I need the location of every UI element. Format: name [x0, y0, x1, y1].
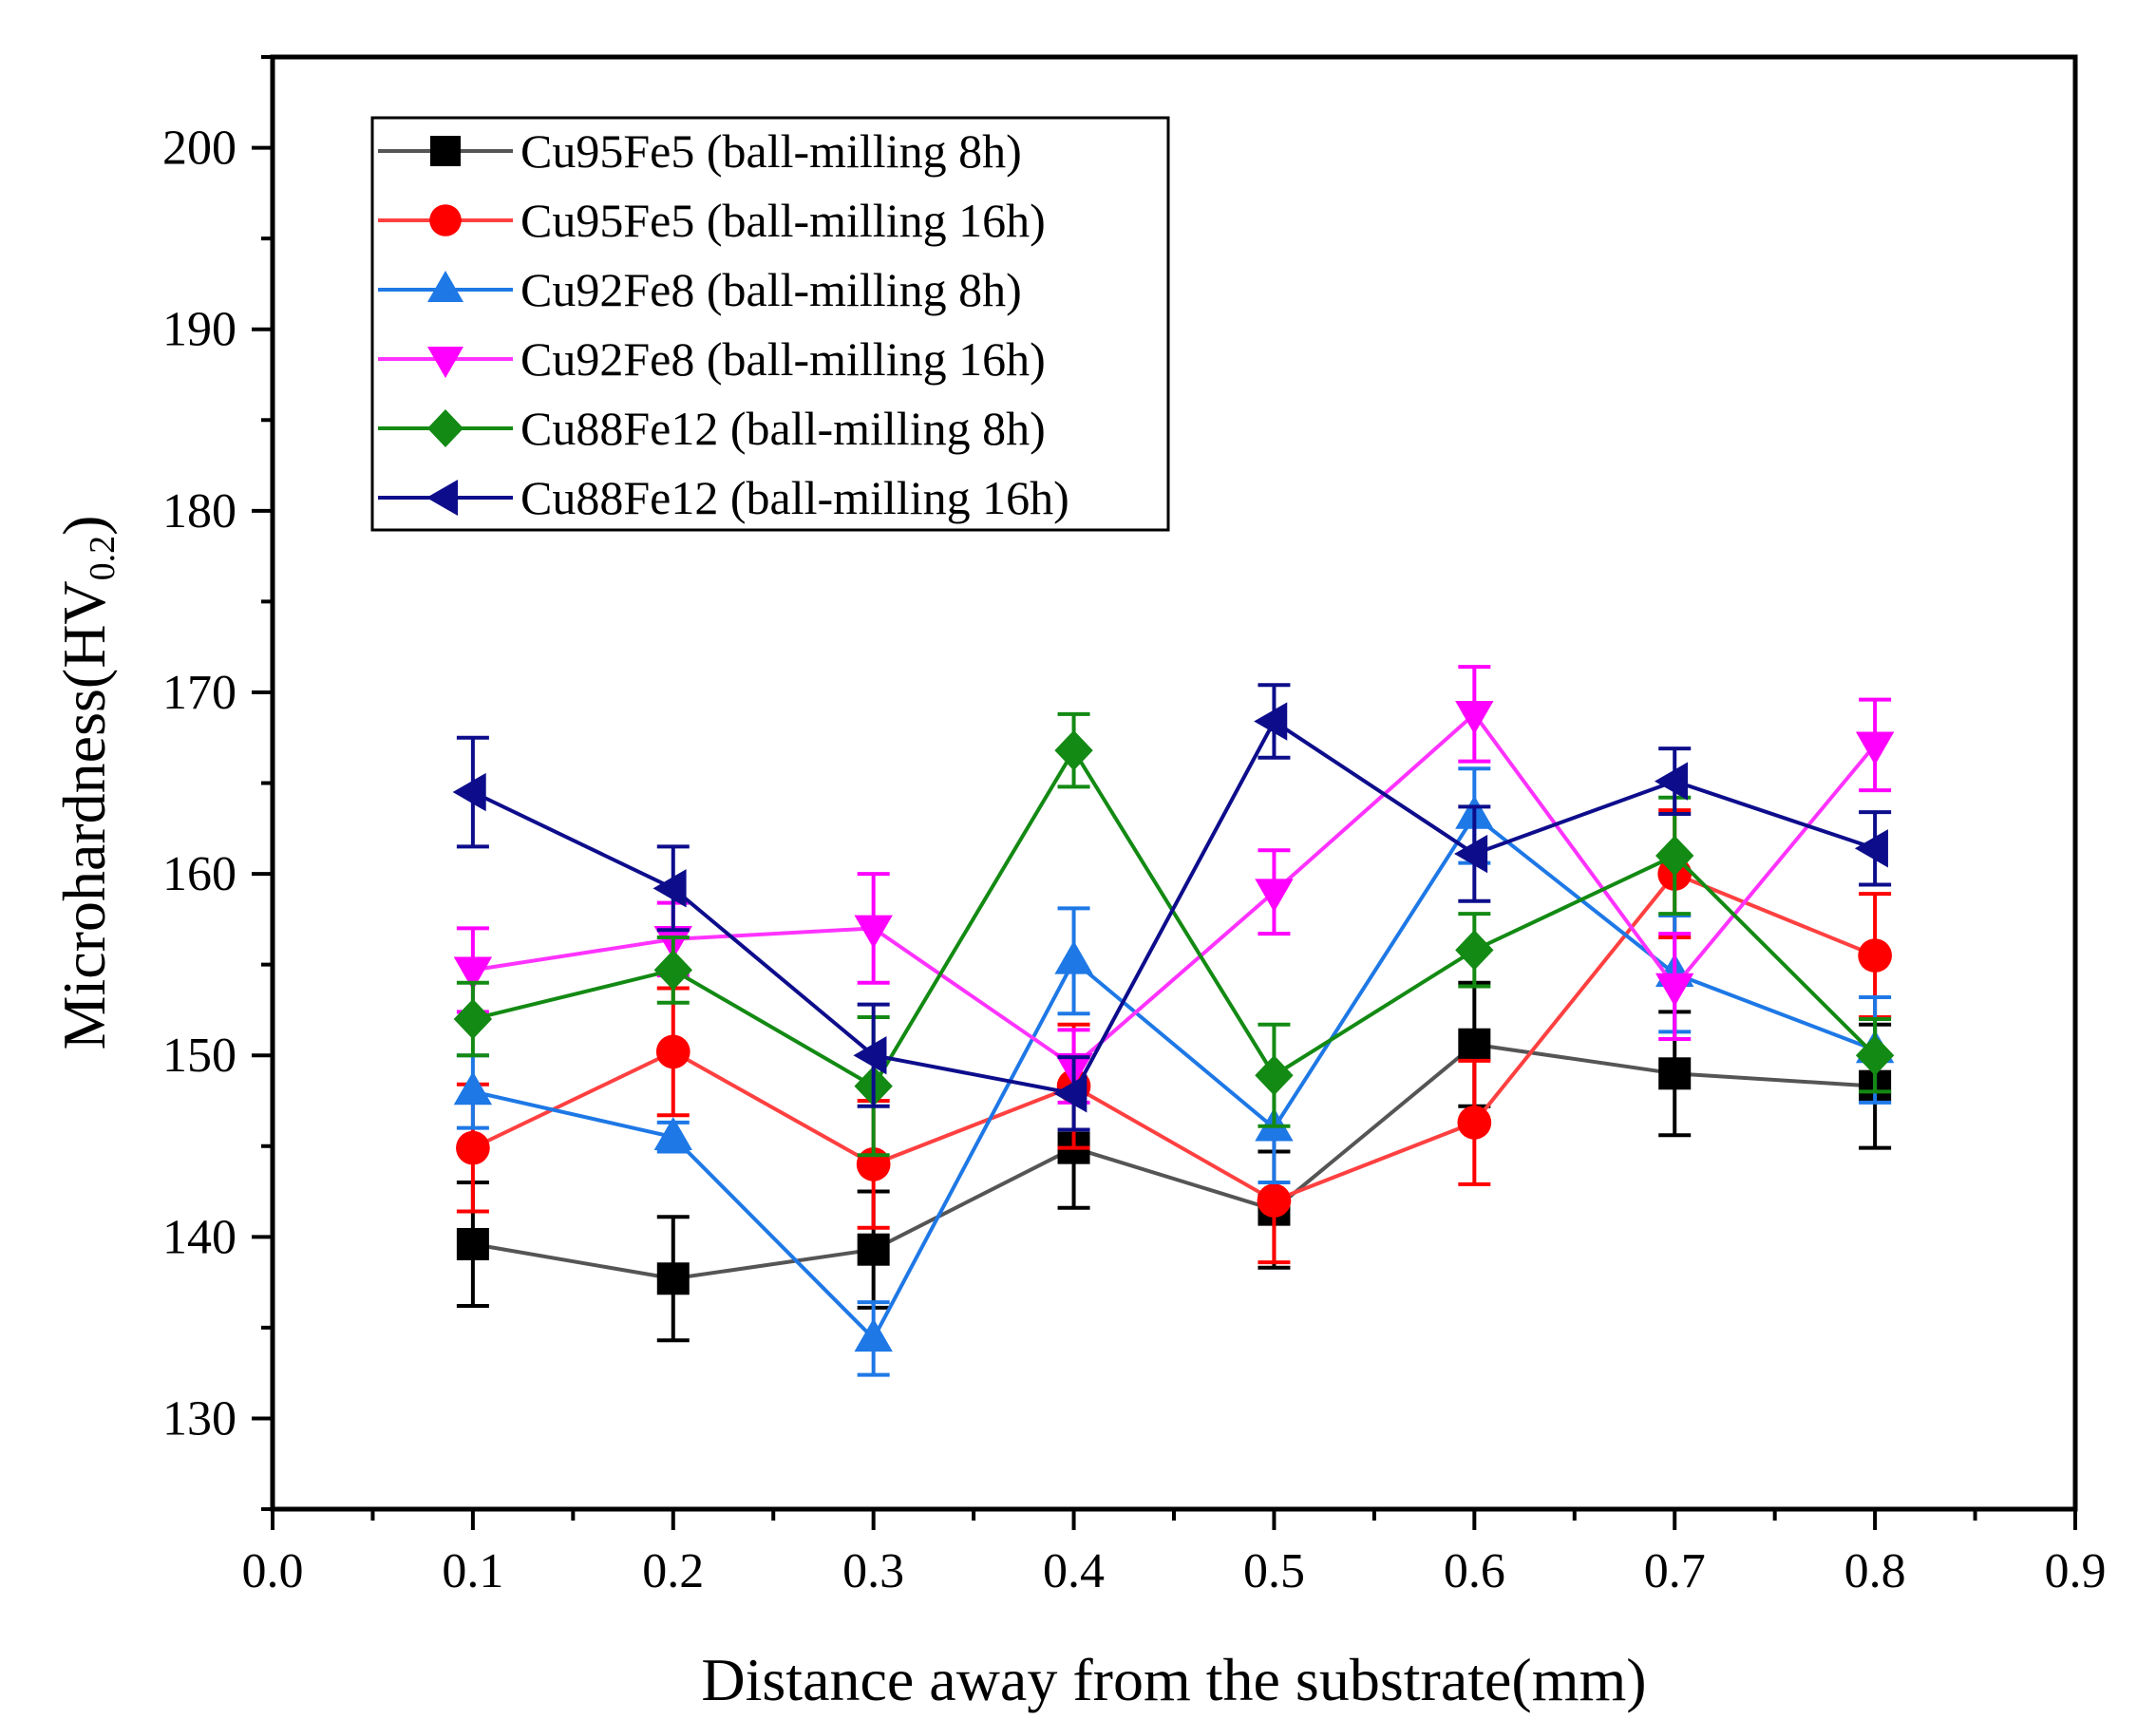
y-tick-label: 190 — [162, 303, 236, 357]
x-tick-label: 0.7 — [1644, 1544, 1706, 1598]
data-point — [1658, 1057, 1692, 1090]
y-tick-label: 130 — [162, 1391, 236, 1446]
series — [452, 665, 1895, 1377]
data-point — [452, 772, 486, 812]
data-point — [1654, 762, 1689, 801]
legend-item: Cu95Fe5 (ball-milling 16h) — [378, 194, 1046, 247]
x-tick-label: 0.0 — [242, 1544, 304, 1598]
legend: Cu95Fe5 (ball-milling 8h) Cu95Fe5 (ball-m… — [370, 116, 1170, 532]
legend-marker — [427, 347, 463, 378]
data-point — [1855, 1034, 1895, 1076]
y-tick-label: 200 — [162, 122, 236, 176]
series-line — [472, 710, 1877, 1069]
data-point — [1457, 1106, 1492, 1140]
data-point — [1255, 1054, 1294, 1096]
y-tick-label: 140 — [162, 1210, 236, 1264]
series-6 — [452, 683, 1892, 1132]
data-point — [453, 956, 493, 991]
data-point — [1454, 834, 1488, 874]
data-point — [456, 1227, 489, 1260]
legend-marker — [427, 271, 463, 302]
y-tick-label: 180 — [162, 484, 236, 539]
legend-marker — [426, 480, 458, 516]
series-line — [472, 812, 1876, 1342]
x-axis-title: Distance away from the substrate(mm) — [701, 1646, 1646, 1713]
data-point — [653, 950, 692, 991]
legend-item: Cu92Fe8 (ball-milling 8h) — [378, 263, 1022, 316]
data-point — [1255, 879, 1294, 913]
data-point — [1053, 1074, 1087, 1113]
legend-label: Cu92Fe8 (ball-milling 8h) — [520, 263, 1022, 316]
y-axis-title-close: ) — [50, 516, 118, 536]
data-point — [1854, 829, 1888, 868]
series-line — [472, 747, 1877, 1089]
y-axis-title-subscript: 0.2 — [83, 536, 123, 581]
data-point — [1655, 835, 1694, 877]
data-point — [1458, 1028, 1491, 1061]
data-point — [1655, 973, 1694, 1007]
x-tick-label: 0.1 — [442, 1544, 503, 1598]
y-axis-title: Microhardness(HV0.2) — [50, 516, 123, 1050]
legend-label: Cu92Fe8 (ball-milling 16h) — [520, 332, 1046, 386]
series-4 — [453, 665, 1895, 1105]
legend-marker — [429, 204, 462, 236]
data-point — [652, 869, 687, 908]
data-point — [853, 1036, 887, 1075]
data-point — [857, 1233, 890, 1266]
axes: 0.0 0.1 0.2 0.3 0.4 0.5 0.6 0.7 0.8 0.9 130 140 150 1… — [162, 55, 2107, 1598]
y-tick-label: 160 — [162, 847, 236, 901]
x-tick-label: 0.6 — [1444, 1544, 1505, 1598]
legend-marker — [430, 136, 461, 166]
data-point — [854, 915, 893, 949]
legend-item: Cu88Fe12 (ball-milling 8h) — [378, 402, 1046, 455]
data-point — [655, 1034, 690, 1069]
plot-frame — [270, 54, 2078, 1512]
x-tick-label: 0.9 — [2045, 1544, 2107, 1598]
data-point — [1455, 930, 1494, 971]
series-line — [472, 1042, 1876, 1281]
data-point — [456, 1130, 490, 1165]
series-line — [472, 718, 1876, 1096]
data-point — [453, 1071, 493, 1106]
data-point — [653, 1116, 692, 1151]
legend-item: Cu88Fe12 (ball-milling 16h) — [378, 471, 1069, 524]
x-tick-label: 0.8 — [1844, 1544, 1906, 1598]
legend-label: Cu95Fe5 (ball-milling 8h) — [520, 124, 1022, 178]
legend-label: Cu88Fe12 (ball-milling 16h) — [520, 471, 1069, 524]
y-tick-label: 150 — [162, 1029, 236, 1083]
legend-label: Cu88Fe12 (ball-milling 8h) — [520, 402, 1046, 455]
data-point — [1054, 940, 1093, 974]
series-5 — [453, 711, 1895, 1158]
data-point — [1858, 938, 1892, 973]
legend-label: Cu95Fe5 (ball-milling 16h) — [520, 194, 1046, 247]
data-point — [1254, 702, 1288, 741]
legend-marker — [427, 409, 463, 447]
data-point — [1455, 701, 1494, 735]
data-point — [1257, 1183, 1292, 1218]
y-tick-label: 170 — [162, 666, 236, 720]
x-tick-label: 0.5 — [1243, 1544, 1305, 1598]
x-tick-label: 0.3 — [842, 1544, 904, 1598]
legend-item: Cu95Fe5 (ball-milling 8h) — [378, 124, 1022, 178]
y-axis-title-main: Microhardness(HV — [50, 580, 118, 1049]
x-tick-label: 0.2 — [642, 1544, 704, 1598]
series-line — [472, 871, 1876, 1203]
legend-box — [370, 116, 1170, 532]
x-tick-label: 0.4 — [1043, 1544, 1105, 1598]
data-point — [1054, 729, 1093, 771]
legend-item: Cu92Fe8 (ball-milling 16h) — [378, 332, 1046, 386]
data-point — [453, 998, 493, 1040]
data-point — [1855, 731, 1895, 765]
data-point — [854, 1318, 893, 1352]
data-point — [656, 1262, 690, 1295]
